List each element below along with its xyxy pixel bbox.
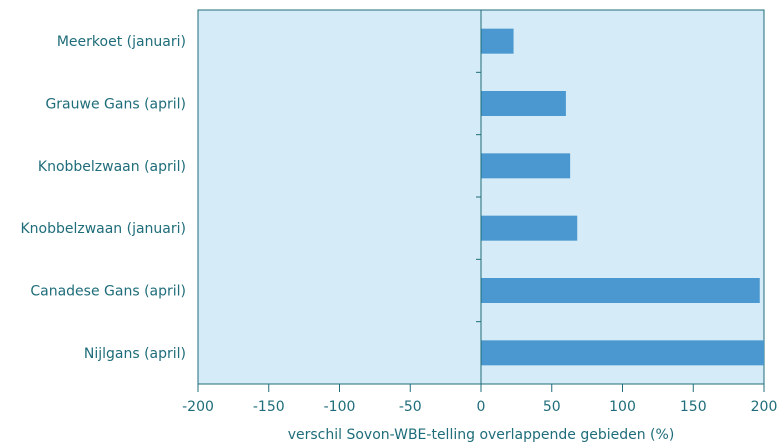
x-tick-label-8: 200 [751, 399, 778, 415]
category-label-3: Knobbelzwaan (januari) [20, 221, 186, 237]
bar-group [481, 28, 764, 366]
bar-3 [481, 215, 578, 241]
category-label-5: Nijlgans (april) [84, 346, 186, 362]
category-labels: Meerkoet (januari) Grauwe Gans (april) Kno… [20, 34, 186, 362]
x-tick-label-5: 50 [543, 399, 561, 415]
category-label-2: Knobbelzwaan (april) [38, 159, 186, 175]
x-tick-label-6: 100 [609, 399, 636, 415]
x-tick-label-4: 0 [477, 399, 486, 415]
x-tick-label-0: -200 [182, 399, 214, 415]
x-axis-ticks: -200 -150 -100 -50 0 50 100 150 200 [182, 384, 777, 415]
bar-0 [481, 28, 514, 54]
x-tick-label-3: -50 [399, 399, 422, 415]
bar-5 [481, 340, 764, 366]
x-tick-label-7: 150 [680, 399, 707, 415]
category-label-1: Grauwe Gans (april) [45, 97, 186, 113]
bar-1 [481, 91, 566, 116]
category-label-4: Canadese Gans (april) [30, 284, 186, 300]
x-tick-label-2: -100 [324, 399, 356, 415]
y-axis-ticks [476, 71, 481, 323]
bar-2 [481, 153, 571, 179]
category-label-0: Meerkoet (januari) [57, 34, 186, 50]
x-axis-title: verschil Sovon-WBE-telling overlappende … [288, 427, 675, 443]
bar-4 [481, 278, 760, 303]
x-tick-label-1: -150 [253, 399, 285, 415]
